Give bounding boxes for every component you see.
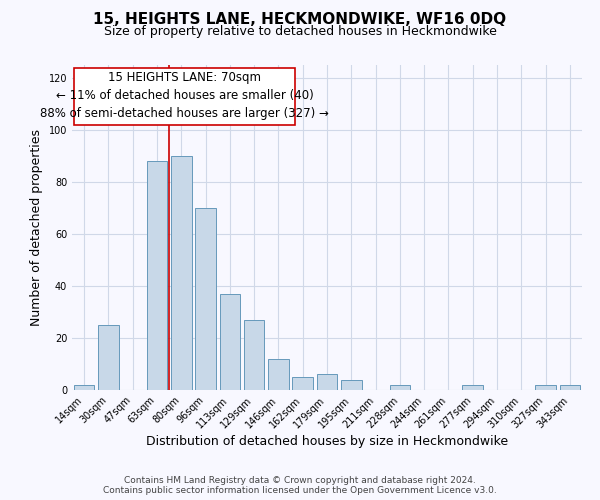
- Bar: [98, 325, 119, 390]
- Bar: [195, 208, 216, 390]
- Bar: [146, 161, 167, 390]
- Text: Size of property relative to detached houses in Heckmondwike: Size of property relative to detached ho…: [104, 25, 496, 38]
- X-axis label: Distribution of detached houses by size in Heckmondwike: Distribution of detached houses by size …: [146, 436, 508, 448]
- Bar: [389, 385, 410, 390]
- Bar: [463, 385, 483, 390]
- Text: 15, HEIGHTS LANE, HECKMONDWIKE, WF16 0DQ: 15, HEIGHTS LANE, HECKMONDWIKE, WF16 0DQ: [94, 12, 506, 28]
- FancyBboxPatch shape: [74, 68, 295, 125]
- Bar: [244, 320, 265, 390]
- Text: Contains HM Land Registry data © Crown copyright and database right 2024.: Contains HM Land Registry data © Crown c…: [124, 476, 476, 485]
- Text: Contains public sector information licensed under the Open Government Licence v3: Contains public sector information licen…: [103, 486, 497, 495]
- Text: 15 HEIGHTS LANE: 70sqm
← 11% of detached houses are smaller (40)
88% of semi-det: 15 HEIGHTS LANE: 70sqm ← 11% of detached…: [40, 72, 329, 120]
- Bar: [535, 385, 556, 390]
- Y-axis label: Number of detached properties: Number of detached properties: [30, 129, 43, 326]
- Bar: [171, 156, 191, 390]
- Bar: [74, 385, 94, 390]
- Bar: [560, 385, 580, 390]
- Bar: [317, 374, 337, 390]
- Bar: [341, 380, 362, 390]
- Bar: [220, 294, 240, 390]
- Bar: [268, 359, 289, 390]
- Bar: [292, 377, 313, 390]
